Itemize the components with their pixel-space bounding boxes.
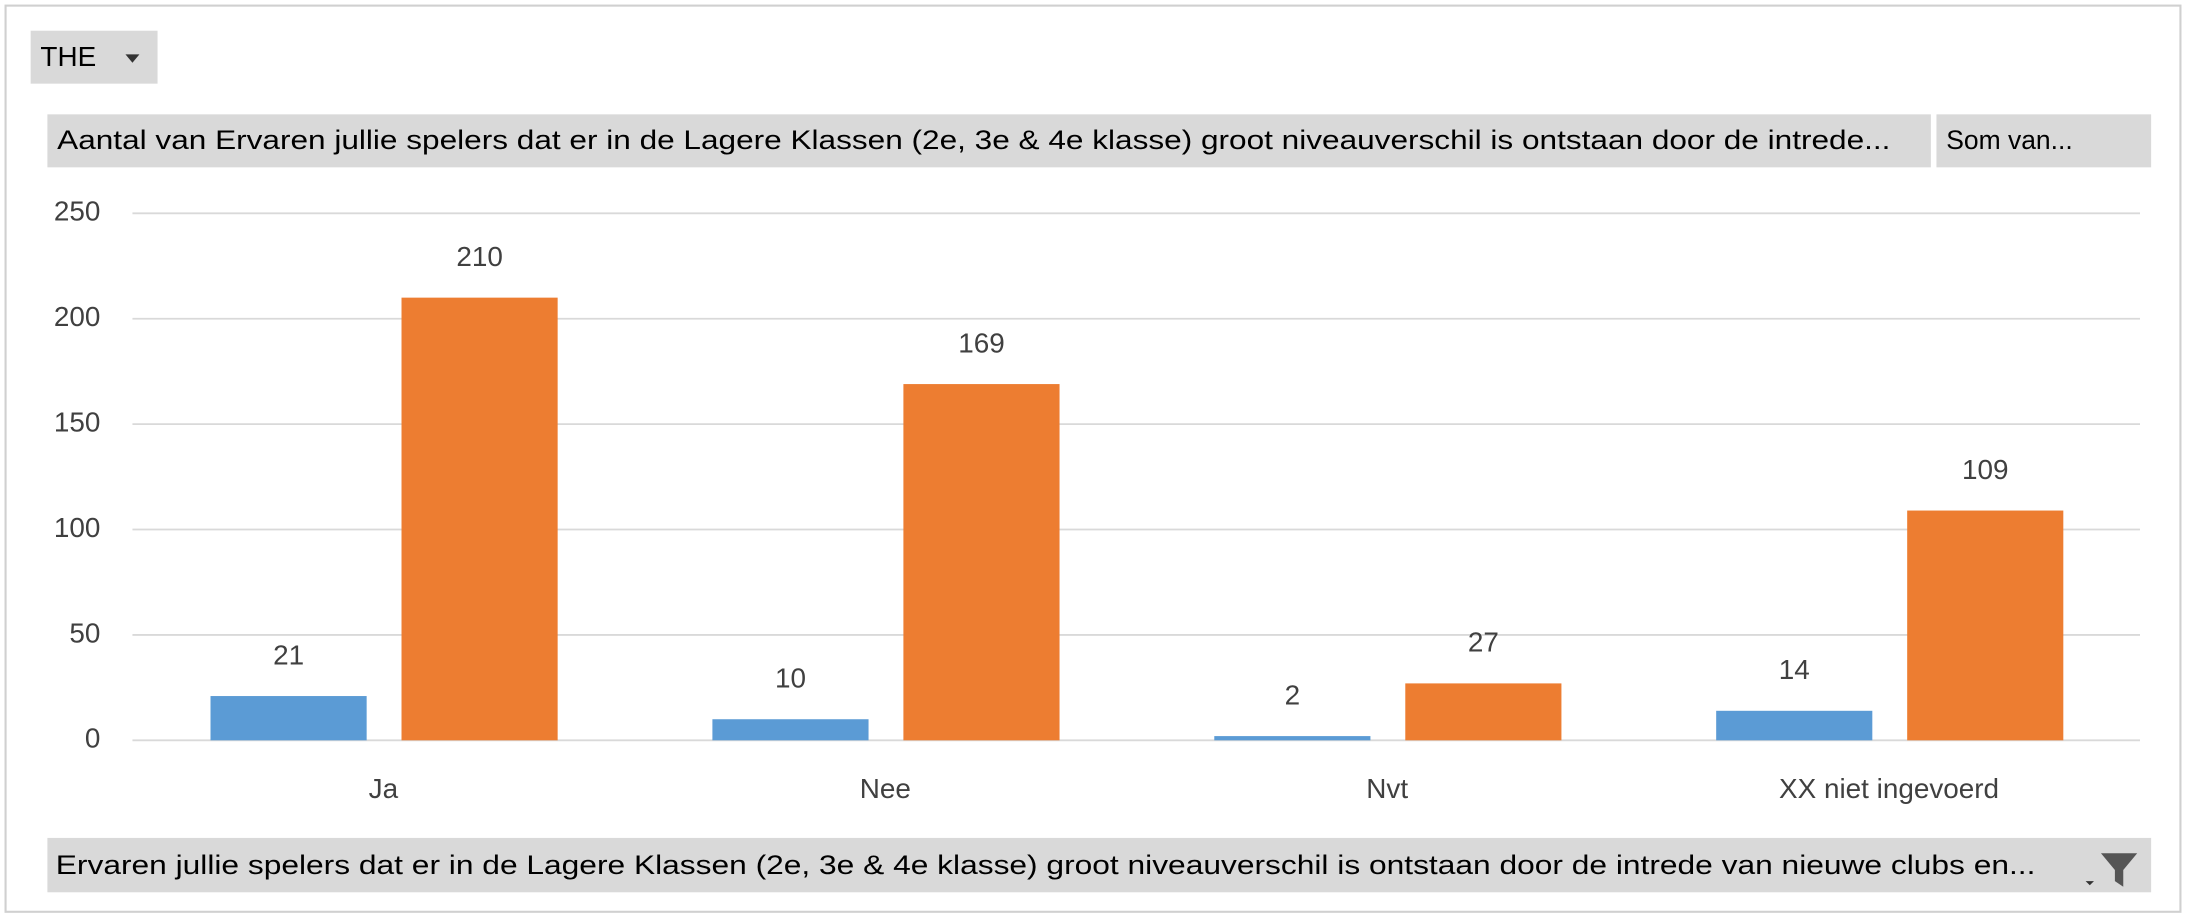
legend-entry: Som van... xyxy=(1946,125,2073,155)
bar xyxy=(712,719,869,741)
data-label: 109 xyxy=(1962,454,2009,485)
bar xyxy=(1907,510,2064,741)
dropdown-arrow xyxy=(2085,881,2094,886)
report-filter-button[interactable]: THE xyxy=(30,30,158,84)
dropdown-arrow xyxy=(125,54,140,63)
legend-field-bg xyxy=(1936,114,2152,168)
y-tick-label: 250 xyxy=(54,196,101,227)
data-label: 27 xyxy=(1468,627,1499,658)
x-axis-title: Ervaren jullie spelers dat er in de Lage… xyxy=(56,850,2036,880)
bar xyxy=(1214,736,1371,741)
legend-field-1[interactable]: Aantal van Ervaren jullie spelers dat er… xyxy=(47,114,1931,168)
filter-button-label: THE xyxy=(40,41,96,72)
y-tick-label: 50 xyxy=(69,617,100,648)
data-label: 210 xyxy=(456,241,503,272)
y-tick-label: 150 xyxy=(54,406,101,437)
x-tick-label: Ja xyxy=(369,773,399,804)
legend-field-2[interactable]: Som van... xyxy=(1936,114,2152,168)
x-tick-label: Nee xyxy=(860,773,911,804)
legend-entry: Aantal van Ervaren jullie spelers dat er… xyxy=(57,125,1890,155)
data-label: 21 xyxy=(273,639,304,670)
y-tick-label: 200 xyxy=(54,301,101,332)
data-label: 2 xyxy=(1285,679,1301,710)
bar xyxy=(401,297,558,741)
bar xyxy=(1405,683,1562,741)
data-label: 169 xyxy=(958,327,1005,358)
filter-icon xyxy=(2100,853,2138,887)
y-tick-label: 100 xyxy=(54,512,101,543)
data-label: 14 xyxy=(1779,654,1810,685)
data-label: 10 xyxy=(775,663,806,694)
bar xyxy=(210,696,367,741)
bar xyxy=(1716,710,1873,741)
y-tick-label: 0 xyxy=(85,723,101,754)
legend-field-bg xyxy=(47,114,1931,168)
x-tick-label: XX niet ingevoerd xyxy=(1779,773,1999,804)
axis-field[interactable]: Ervaren jullie spelers dat er in de Lage… xyxy=(47,837,2152,893)
bar xyxy=(903,384,1060,741)
axis-field-bg xyxy=(47,837,2152,893)
x-tick-label: Nvt xyxy=(1366,773,1408,804)
